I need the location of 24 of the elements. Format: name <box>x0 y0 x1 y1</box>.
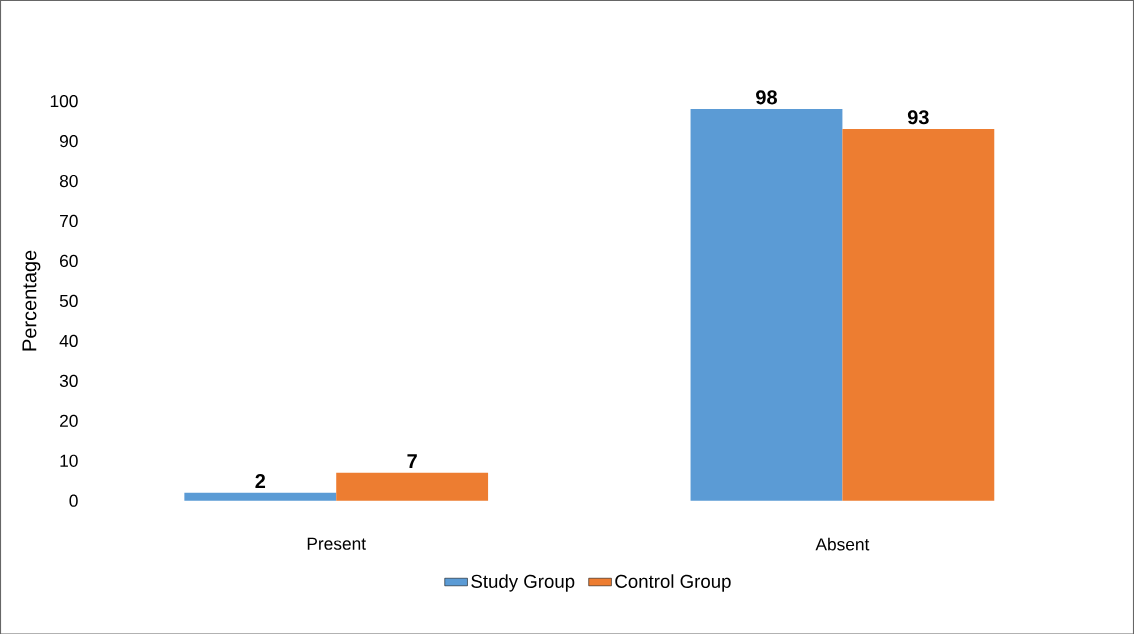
y-axis-title: Percentage <box>22 250 41 351</box>
y-tick-label: 90 <box>59 134 78 147</box>
y-tick-label: 100 <box>50 94 78 107</box>
y-tick-label: 80 <box>59 174 78 187</box>
x-tick-label: Present <box>307 537 366 550</box>
x-tick-label: Absent <box>815 537 870 551</box>
legend-label: Study Group <box>471 574 575 592</box>
y-tick-label: 60 <box>60 254 78 267</box>
y-tick-label: 50 <box>59 294 78 307</box>
legend-label: Control Group <box>615 574 731 592</box>
y-tick-label: 30 <box>59 374 78 387</box>
y-tick-label: 70 <box>60 214 78 227</box>
bar <box>842 128 995 501</box>
data-label: 93 <box>907 109 929 125</box>
bar <box>690 108 843 501</box>
y-tick-label: 0 <box>69 494 78 507</box>
bar <box>184 492 337 501</box>
bar <box>336 472 489 501</box>
data-label: 7 <box>407 454 417 468</box>
data-label: 2 <box>255 473 266 488</box>
y-tick-label: 40 <box>59 334 78 347</box>
y-tick-label: 20 <box>60 414 78 427</box>
data-label: 98 <box>756 90 777 105</box>
y-tick-label: 10 <box>60 454 78 467</box>
